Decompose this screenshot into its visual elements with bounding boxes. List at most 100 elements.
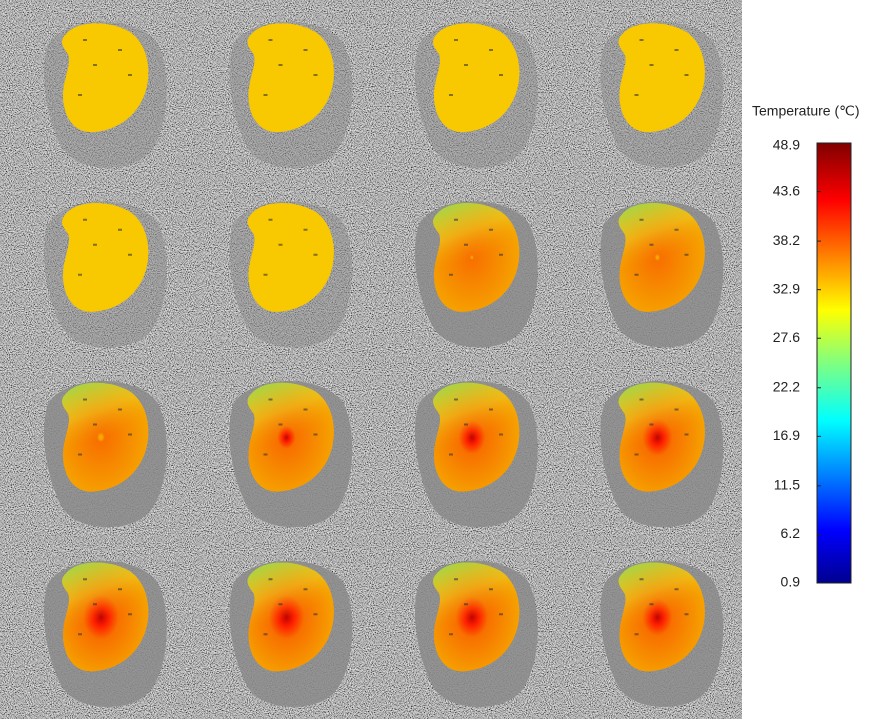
tick-label: 27.6 xyxy=(773,329,800,345)
vessel xyxy=(128,434,132,436)
colorbar-ticks: 48.943.638.232.927.622.216.911.56.20.9 xyxy=(773,137,821,590)
panel xyxy=(600,561,723,707)
tick-label: 6.2 xyxy=(781,525,801,541)
panel xyxy=(415,381,538,527)
panel xyxy=(600,381,723,527)
vessel xyxy=(78,454,82,456)
tick-label: 32.9 xyxy=(773,280,800,296)
vessel xyxy=(464,64,468,66)
tick-label: 38.2 xyxy=(773,232,800,248)
vessel xyxy=(635,633,639,635)
panel xyxy=(229,381,352,527)
vessel xyxy=(128,254,132,256)
colorbar xyxy=(817,143,851,583)
vessel xyxy=(635,94,639,96)
vessel xyxy=(449,633,453,635)
vessel xyxy=(304,588,308,590)
colorbar-title: Temperature (℃) xyxy=(752,103,860,119)
vessel xyxy=(464,244,468,246)
vessel xyxy=(269,219,273,221)
vessel xyxy=(93,603,97,605)
vessel xyxy=(83,219,87,221)
vessel xyxy=(118,409,122,411)
panel xyxy=(229,22,352,168)
vessel xyxy=(499,254,503,256)
vessel xyxy=(128,613,132,615)
vessel xyxy=(489,588,493,590)
panel xyxy=(229,561,352,707)
panel xyxy=(415,561,538,707)
vessel xyxy=(489,409,493,411)
vessel xyxy=(269,399,273,401)
panel xyxy=(600,22,723,168)
vessel xyxy=(93,424,97,426)
vessel xyxy=(78,633,82,635)
vessel xyxy=(264,454,268,456)
panel xyxy=(44,22,167,168)
vessel xyxy=(489,49,493,51)
vessel xyxy=(83,399,87,401)
vessel xyxy=(264,633,268,635)
vessel xyxy=(454,578,458,580)
vessel xyxy=(304,409,308,411)
vessel xyxy=(83,39,87,41)
vessel xyxy=(640,399,644,401)
vessel xyxy=(685,74,689,76)
vessel xyxy=(264,94,268,96)
vessel xyxy=(464,424,468,426)
vessel xyxy=(118,588,122,590)
vessel xyxy=(675,588,679,590)
vessel xyxy=(635,274,639,276)
vessel xyxy=(489,229,493,231)
vessel xyxy=(499,74,503,76)
panel xyxy=(44,381,167,527)
vessel xyxy=(314,434,318,436)
vessel xyxy=(314,613,318,615)
vessel xyxy=(314,74,318,76)
vessel xyxy=(675,229,679,231)
vessel xyxy=(279,424,283,426)
vessel xyxy=(304,229,308,231)
vessel xyxy=(685,434,689,436)
vessel xyxy=(264,274,268,276)
vessel xyxy=(675,49,679,51)
vessel xyxy=(650,244,654,246)
panel xyxy=(415,201,538,347)
vessel xyxy=(449,454,453,456)
vessel xyxy=(269,39,273,41)
vessel xyxy=(314,254,318,256)
panel xyxy=(415,22,538,168)
vessel xyxy=(464,603,468,605)
vessel xyxy=(675,409,679,411)
panel xyxy=(229,201,352,347)
vessel xyxy=(449,94,453,96)
vessel xyxy=(454,219,458,221)
panel xyxy=(44,201,167,347)
vessel xyxy=(685,613,689,615)
tick-label: 22.2 xyxy=(773,378,800,394)
vessel xyxy=(499,434,503,436)
vessel xyxy=(454,399,458,401)
tick-label: 16.9 xyxy=(773,427,800,443)
vessel xyxy=(83,578,87,580)
vessel xyxy=(93,244,97,246)
vessel xyxy=(650,64,654,66)
vessel xyxy=(685,254,689,256)
vessel xyxy=(279,64,283,66)
tick-label: 48.9 xyxy=(773,137,800,153)
vessel xyxy=(93,64,97,66)
vessel xyxy=(128,74,132,76)
vessel xyxy=(78,94,82,96)
vessel xyxy=(635,454,639,456)
vessel xyxy=(640,578,644,580)
vessel xyxy=(640,219,644,221)
figure: Temperature (℃) 48.943.638.232.927.622.2… xyxy=(0,0,887,719)
vessel xyxy=(269,578,273,580)
vessel xyxy=(78,274,82,276)
vessel xyxy=(454,39,458,41)
vessel xyxy=(118,49,122,51)
tick-label: 11.5 xyxy=(774,477,800,493)
vessel xyxy=(279,244,283,246)
vessel xyxy=(640,39,644,41)
panel xyxy=(44,561,167,707)
